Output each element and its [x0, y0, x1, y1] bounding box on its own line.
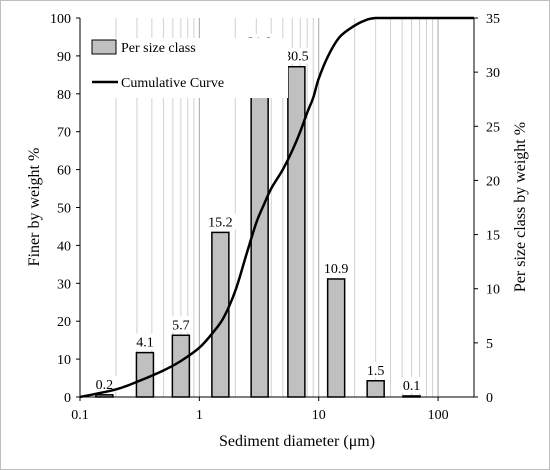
y-axis-right-title: Per size class by weight % [512, 122, 529, 292]
bar-label: 15.2 [208, 215, 233, 230]
y-left-tick-label: 0 [64, 391, 71, 406]
y-right-tick-label: 5 [486, 337, 493, 352]
bar-label: 10.9 [324, 262, 349, 277]
bar-label-background [204, 213, 237, 230]
bar-label-background [91, 375, 117, 392]
legend-bar-label: Per size class [121, 41, 196, 56]
cumulative-series [79, 16, 474, 399]
bar-label: 30.5 [284, 50, 309, 65]
x-tick-label: 1 [196, 408, 203, 423]
bar-label-background [168, 316, 194, 333]
legend-line-label: Cumulative Curve [121, 76, 224, 91]
y-left-tick-label: 40 [57, 239, 71, 254]
y-right-tick-label: 35 [486, 12, 500, 27]
bar-label-background [320, 259, 353, 276]
y-left-tick-label: 70 [57, 126, 71, 141]
bar-label-background [132, 333, 158, 350]
x-tick-label: 100 [428, 408, 449, 423]
bar-label: 5.7 [172, 318, 190, 333]
y-axis-left-title: Finer by weight % [26, 148, 43, 267]
y-left-tick-label: 10 [57, 353, 71, 368]
y-right-tick-label: 30 [486, 66, 500, 81]
bar [171, 334, 191, 398]
bar [250, 51, 269, 398]
bar [366, 380, 385, 398]
y-left-tick-label: 60 [57, 164, 71, 179]
legend-background [88, 38, 288, 98]
y-right-tick-label: 25 [486, 120, 500, 135]
y-left-tick-label: 100 [50, 12, 71, 27]
y-right-tick-label: 0 [486, 391, 493, 406]
bar-label: 4.1 [136, 336, 154, 351]
y-left-tick-label: 30 [57, 277, 71, 292]
bar [287, 65, 306, 398]
bar-label: 0.2 [96, 378, 114, 393]
bar-label-background [363, 361, 389, 378]
y-left-tick-label: 50 [57, 202, 71, 217]
x-axis-title: Sediment diameter (μm) [219, 433, 375, 450]
y-right-tick-label: 20 [486, 174, 500, 189]
legend-bar-swatch [91, 39, 117, 55]
x-tick-label: 0.1 [71, 408, 89, 423]
cumulative-curve [79, 16, 474, 399]
y-right-tick-label: 15 [486, 229, 500, 244]
bar-label-background [399, 376, 425, 393]
bar-label-background [280, 47, 313, 64]
bar-label: 1.5 [367, 364, 385, 379]
bar [326, 278, 346, 398]
bar-label: 0.1 [403, 379, 421, 394]
y-right-tick-label: 10 [486, 283, 500, 298]
y-left-tick-label: 80 [57, 88, 71, 103]
y-left-tick-label: 90 [57, 50, 71, 65]
y-left-tick-label: 20 [57, 315, 71, 330]
x-tick-label: 10 [312, 408, 326, 423]
legend: Per size class Cumulative Curve [88, 38, 288, 98]
axes: 0 10 20 30 40 50 60 70 80 90 100 0 5 10 15 20 25 30 35 0.1 1… [50, 12, 500, 423]
